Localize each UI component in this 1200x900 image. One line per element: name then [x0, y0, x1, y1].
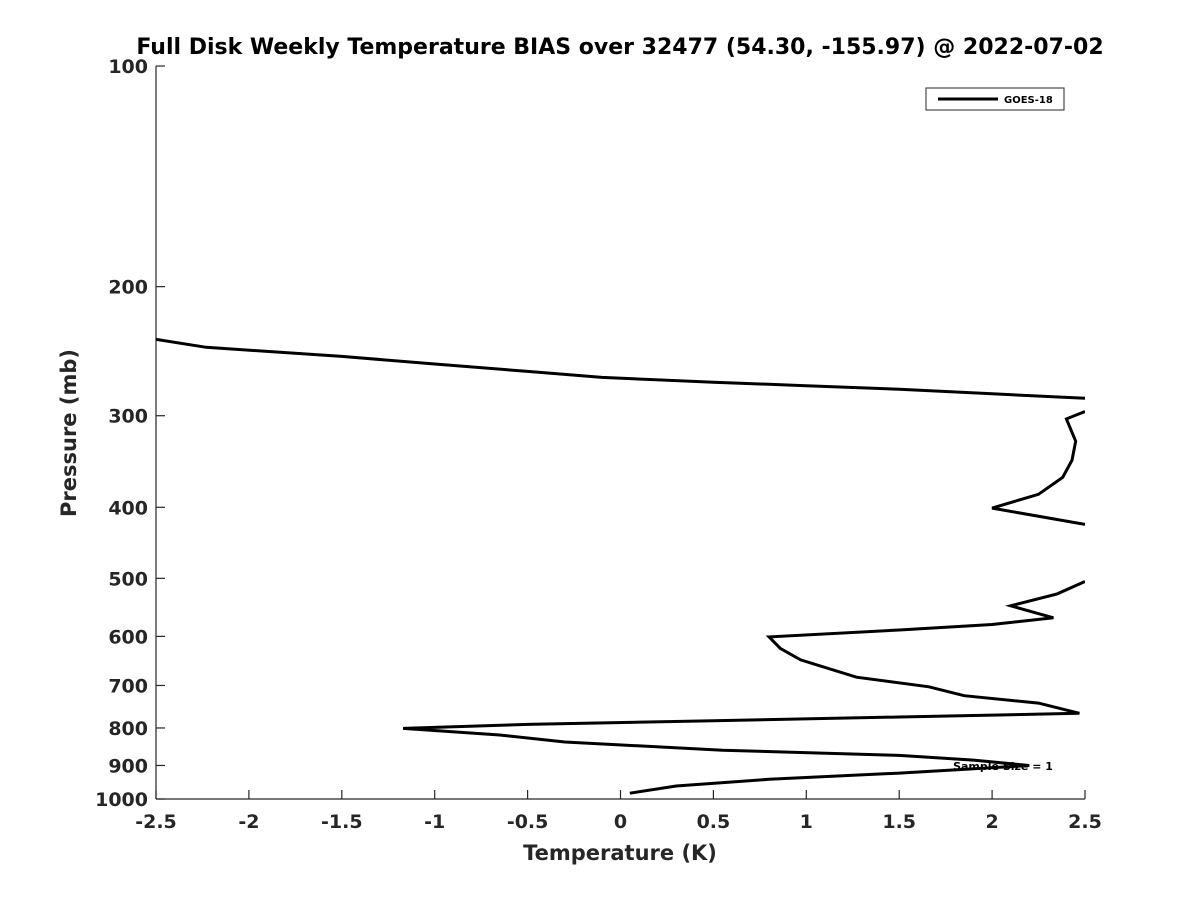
- y-axis-label: Pressure (mb): [57, 349, 81, 517]
- y-axis-ticks: 100 200 300 400 500 600 700 800 900 1000: [95, 56, 165, 811]
- x-axis-ticks: -2.5 -2 -1.5 -1 -0.5 0 0.5 1 1.5 2 2.5: [135, 790, 1102, 833]
- series-line-segment: [402, 580, 1085, 795]
- series-layer: [156, 337, 1085, 795]
- x-tick-label: 2.5: [1068, 811, 1102, 833]
- x-tick-label: -0.5: [507, 811, 549, 833]
- y-tick-label: 700: [108, 675, 148, 697]
- chart-title: Full Disk Weekly Temperature BIAS over 3…: [136, 35, 1103, 60]
- legend: GOES-18: [925, 87, 1065, 111]
- series-line-segment: [991, 410, 1085, 526]
- y-tick-label: 600: [108, 626, 148, 648]
- x-tick-label: -2.5: [135, 811, 177, 833]
- x-axis-label: Temperature (K): [523, 841, 717, 865]
- y-tick-label: 100: [108, 56, 148, 78]
- y-tick-label: 800: [108, 718, 148, 740]
- x-tick-label: 2: [985, 811, 998, 833]
- x-tick-label: 0.5: [697, 811, 731, 833]
- x-tick-label: -2: [238, 811, 259, 833]
- x-tick-label: -1.5: [321, 811, 363, 833]
- x-tick-label: 1.5: [882, 811, 916, 833]
- y-tick-label: 1000: [95, 789, 148, 811]
- sample-size-annotation: Sample Size = 1: [953, 760, 1053, 773]
- x-tick-label: 0: [614, 811, 627, 833]
- x-tick-label: 1: [800, 811, 813, 833]
- y-tick-label: 200: [108, 277, 148, 299]
- y-tick-label: 900: [108, 755, 148, 777]
- y-tick-label: 400: [108, 497, 148, 519]
- legend-label-goes-18: GOES-18: [1004, 95, 1053, 106]
- y-tick-label: 500: [108, 568, 148, 590]
- y-tick-label: 300: [108, 406, 148, 428]
- x-tick-label: -1: [424, 811, 445, 833]
- series-line-segment: [156, 337, 1085, 400]
